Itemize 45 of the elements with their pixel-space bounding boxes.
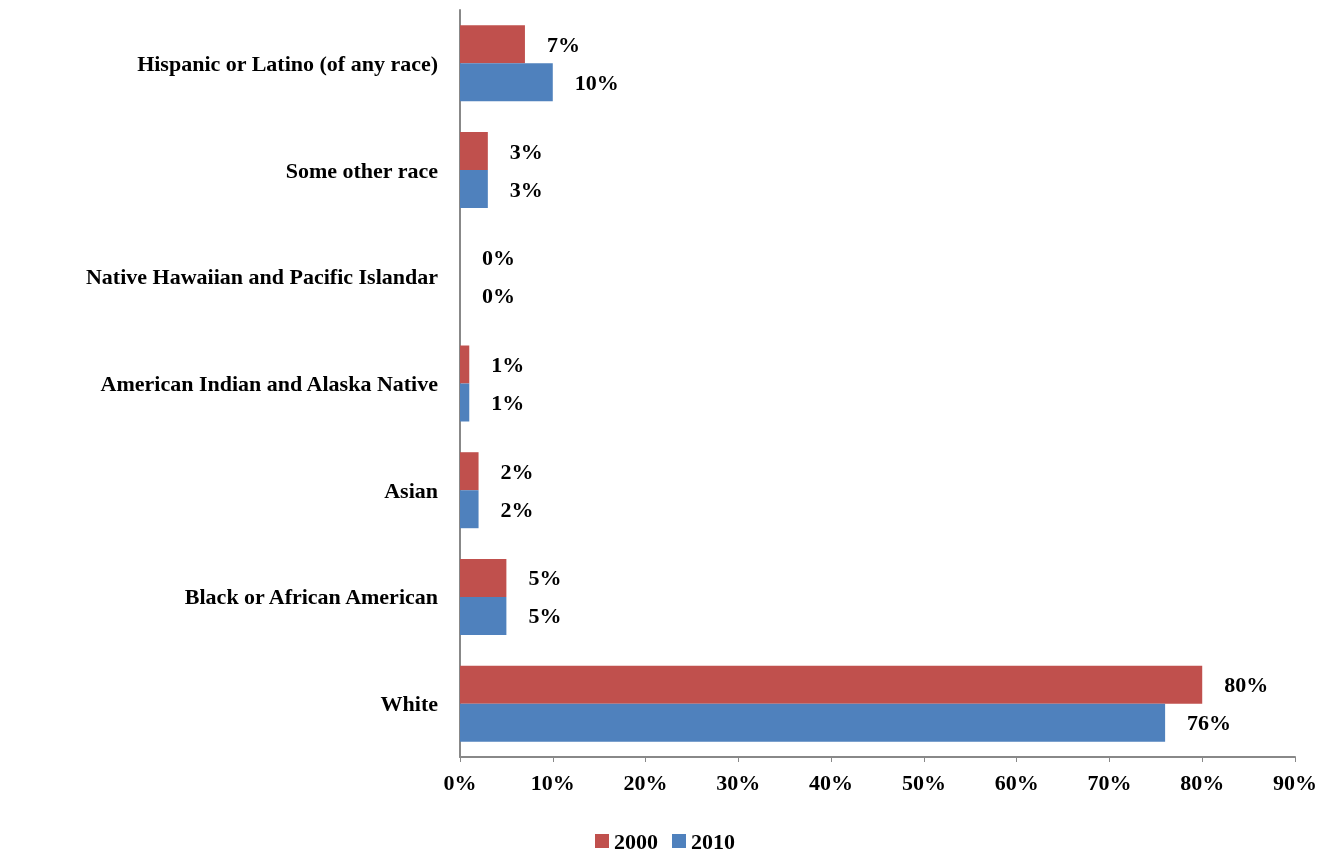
y-tick-label: American Indian and Alaska Native — [100, 371, 439, 396]
bar — [460, 452, 479, 491]
bar — [460, 63, 553, 102]
legend-label: 2010 — [691, 828, 735, 854]
data-label: 0% — [482, 283, 515, 309]
x-tick-label: 80% — [1180, 769, 1225, 795]
data-label: 3% — [509, 176, 543, 202]
data-label: 1% — [491, 352, 525, 377]
data-label: 76% — [1187, 710, 1232, 736]
x-tick-label: 0% — [443, 769, 477, 795]
bar — [460, 170, 488, 209]
x-tick-label: 20% — [623, 769, 668, 795]
data-label: 1% — [491, 390, 525, 415]
bar — [460, 25, 525, 64]
data-label: 2% — [500, 458, 534, 484]
x-tick-label: 60% — [994, 769, 1039, 795]
x-tick-label: 50% — [901, 769, 946, 795]
y-tick-label: Native Hawaiian and Pacific Islandar — [85, 264, 439, 290]
x-tick-label: 70% — [1087, 769, 1132, 795]
y-tick-label: Asian — [384, 477, 438, 503]
bar — [460, 490, 479, 529]
data-label: 5% — [528, 603, 562, 629]
y-tick-label: Black or African American — [184, 584, 438, 610]
bar — [460, 383, 470, 422]
y-tick-label: White — [380, 691, 439, 717]
data-label: 0% — [482, 245, 515, 271]
bar — [460, 558, 507, 597]
data-label: 5% — [528, 565, 562, 591]
bar — [460, 132, 488, 171]
bar — [460, 665, 1203, 704]
x-tick-label: 90% — [1273, 769, 1317, 795]
y-tick-label: Some other race — [285, 157, 439, 183]
x-tick-label: 40% — [809, 769, 854, 795]
x-tick-label: 30% — [716, 769, 761, 795]
data-label: 80% — [1224, 672, 1269, 698]
data-label: 3% — [509, 138, 543, 164]
data-label: 7% — [546, 31, 580, 57]
data-label: 2% — [500, 496, 534, 522]
data-label: 10% — [574, 69, 619, 95]
y-tick-label: Hispanic or Latino (of any race) — [137, 50, 438, 76]
x-tick-label: 10% — [530, 769, 575, 795]
legend-label: 2000 — [614, 828, 658, 854]
bar — [460, 703, 1166, 742]
bar — [460, 345, 470, 384]
bar — [460, 596, 507, 635]
